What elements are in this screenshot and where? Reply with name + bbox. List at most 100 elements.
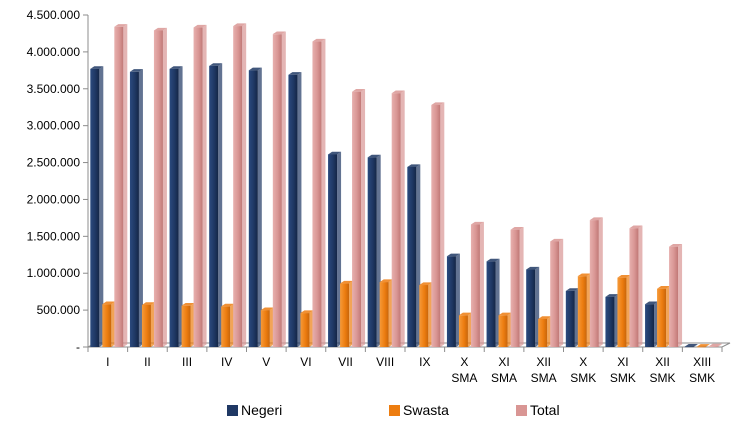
- bar-swasta: [260, 307, 274, 347]
- bar-front: [550, 241, 560, 347]
- bar-front: [629, 228, 639, 347]
- bar-total: [550, 238, 564, 347]
- bar-total: [114, 24, 128, 348]
- bar-swasta: [181, 303, 195, 347]
- x-tick-label-line: SMA: [531, 371, 557, 385]
- x-tick-label-line: SMK: [689, 371, 715, 385]
- bar-front: [209, 65, 219, 347]
- bar-front: [486, 261, 496, 347]
- bar-total: [431, 102, 445, 348]
- x-tick-label: XIII SMK: [689, 355, 715, 385]
- bar-top: [629, 225, 643, 229]
- bar-negeri: [526, 266, 540, 347]
- bar-top: [300, 310, 314, 314]
- bar-top: [669, 243, 683, 247]
- bar-front: [248, 70, 258, 347]
- bar-swasta: [538, 316, 552, 347]
- bar-negeri: [90, 66, 104, 348]
- bar-front: [114, 26, 124, 348]
- bar-front: [288, 74, 298, 347]
- bar-top: [248, 67, 262, 71]
- x-tick-label: XII SMA: [531, 355, 557, 385]
- bar-side: [257, 67, 262, 348]
- bar-side: [400, 90, 405, 347]
- bar-top: [102, 301, 116, 305]
- x-tick-label-line: XI: [498, 355, 509, 369]
- bar-top: [379, 279, 393, 283]
- bar-front: [328, 154, 338, 347]
- bar-top: [486, 258, 500, 262]
- legend-item-total: Total: [516, 402, 560, 418]
- x-tick-label: VIII: [376, 355, 394, 369]
- x-tick-label-line: V: [262, 355, 270, 369]
- bar-negeri: [129, 69, 143, 348]
- labels: - 500.000 1.000.000 1.500.000 2.000.000 2.500…: [27, 8, 716, 385]
- bar-front: [169, 68, 179, 347]
- legend-swatch: [227, 405, 238, 416]
- bar-top: [510, 227, 524, 230]
- bar-total: [312, 38, 326, 348]
- x-tick-label: III: [182, 355, 192, 369]
- x-tick-label: IV: [221, 355, 232, 369]
- bar-negeri: [446, 253, 460, 347]
- bar-total: [708, 343, 722, 347]
- bar-side: [178, 66, 183, 348]
- bar-front: [419, 285, 429, 347]
- x-tick-label-line: XII: [536, 355, 551, 369]
- legend-label: Negeri: [241, 402, 282, 418]
- bar-top: [233, 23, 247, 27]
- bar-top: [328, 151, 342, 155]
- bar-negeri: [645, 301, 659, 347]
- bar-negeri: [328, 151, 342, 347]
- bar-front: [153, 30, 163, 347]
- bar-front: [102, 304, 112, 347]
- legend-label: Swasta: [403, 402, 449, 418]
- bar-side: [321, 38, 326, 347]
- bar-top: [114, 24, 128, 27]
- bar-negeri: [169, 66, 183, 348]
- bar-front: [193, 27, 203, 347]
- bar-front: [272, 34, 282, 347]
- bar-side: [717, 343, 722, 347]
- bar-front: [605, 296, 615, 347]
- legend-label: Total: [530, 402, 560, 418]
- bar-front: [577, 276, 587, 347]
- bar-total: [629, 225, 643, 347]
- x-tick-label-line: VII: [338, 355, 353, 369]
- bar-front: [391, 93, 401, 348]
- bar-front: [379, 282, 389, 347]
- bar-top: [657, 286, 671, 289]
- bar-swasta: [141, 302, 155, 347]
- bar-top: [181, 303, 195, 306]
- bar-front: [565, 290, 575, 347]
- bar-front: [141, 304, 151, 347]
- y-tick-label: 4.500.000: [27, 8, 81, 22]
- x-tick-label-line: VI: [300, 355, 311, 369]
- x-tick-label-line: SMK: [610, 371, 636, 385]
- bar-front: [312, 41, 322, 348]
- x-tick-label-line: II: [144, 355, 151, 369]
- bar-side: [479, 221, 484, 347]
- bar-front: [617, 277, 627, 347]
- x-tick-label: VII: [338, 355, 353, 369]
- x-tick-label: V: [262, 355, 270, 369]
- bar-top: [458, 312, 472, 316]
- x-tick-label-line: III: [182, 355, 192, 369]
- bar-front: [538, 318, 548, 347]
- bar-top: [367, 154, 381, 158]
- x-tick-label-line: SMK: [650, 371, 676, 385]
- legend-swatch: [389, 405, 400, 416]
- x-tick-label-line: XII: [655, 355, 670, 369]
- bar-swasta: [458, 312, 472, 347]
- x-tick-label-line: XI: [617, 355, 628, 369]
- bar-top: [605, 294, 619, 297]
- bars: [90, 23, 722, 348]
- legend-item-negeri: Negeri: [227, 402, 282, 418]
- bar-front: [669, 246, 679, 347]
- x-tick-label: I: [106, 355, 109, 369]
- bar-total: [233, 23, 247, 348]
- bar-side: [162, 27, 167, 348]
- bar-front: [431, 105, 441, 348]
- bar-swasta: [340, 280, 354, 347]
- x-tick-label: X SMA: [451, 355, 477, 385]
